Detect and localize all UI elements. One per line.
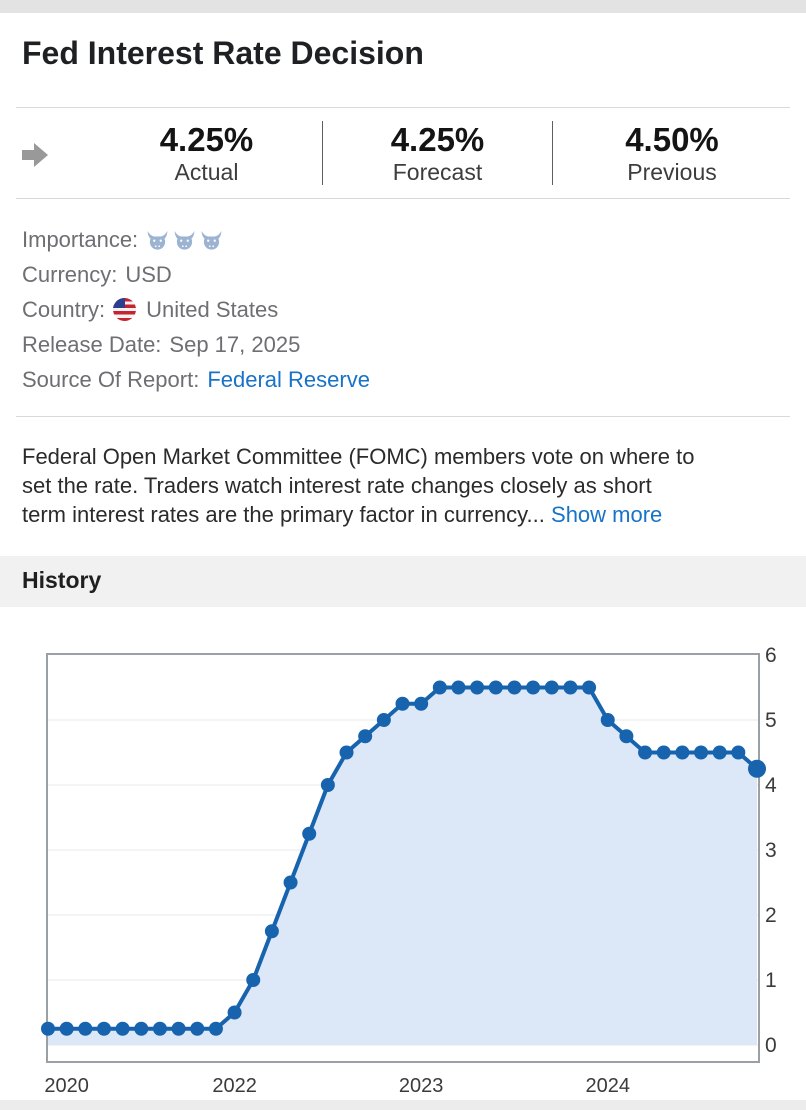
meta-row-country: Country: United States <box>22 292 806 327</box>
data-point-marker[interactable] <box>376 713 391 727</box>
data-point-marker[interactable] <box>432 680 447 695</box>
currency-value: USD <box>125 261 172 287</box>
area-fill <box>48 687 757 1045</box>
meta-row-currency: Currency: USD <box>22 257 806 292</box>
page-title: Fed Interest Rate Decision <box>22 35 424 71</box>
importance-icons <box>146 230 223 251</box>
values-row: 4.25% Actual 4.25% Forecast 4.50% Previo… <box>0 108 806 198</box>
previous-value: 4.50% <box>625 121 719 158</box>
country-value: United States <box>146 296 279 322</box>
data-point-marker[interactable] <box>115 1021 130 1036</box>
data-point-marker[interactable] <box>731 745 746 760</box>
data-point-marker[interactable] <box>78 1021 93 1036</box>
description-line: term interest rates are the primary fact… <box>22 502 545 527</box>
meta-row-importance: Importance: <box>22 222 806 257</box>
source-link[interactable]: Federal Reserve <box>207 366 370 392</box>
data-point-marker[interactable] <box>451 680 466 695</box>
neutral-direction-arrow-icon <box>22 143 48 167</box>
event-description: Federal Open Market Committee (FOMC) mem… <box>22 442 784 529</box>
data-point-marker[interactable] <box>339 745 354 760</box>
bottom-strip <box>0 1100 806 1110</box>
divider <box>16 198 790 199</box>
data-point-marker[interactable] <box>320 778 335 792</box>
data-point-marker[interactable] <box>302 826 317 841</box>
currency-label: Currency: <box>22 261 118 287</box>
y-axis-tick-label: 1 <box>765 969 777 992</box>
history-title: History <box>22 567 102 593</box>
description-line: Federal Open Market Committee (FOMC) mem… <box>22 444 695 469</box>
source-label: Source Of Report: <box>22 366 200 392</box>
data-point-marker[interactable] <box>638 745 653 760</box>
actual-value: 4.25% <box>159 121 254 158</box>
previous-label: Previous <box>627 159 717 185</box>
show-more-link[interactable]: Show more <box>551 502 663 527</box>
x-axis-tick-label: 2020 <box>44 1075 89 1097</box>
divider <box>16 107 790 108</box>
data-point-marker[interactable] <box>563 680 578 695</box>
data-point-marker[interactable] <box>582 680 597 695</box>
data-point-marker[interactable] <box>488 680 503 695</box>
event-metadata: Importance: Currency: USD Country: Unite… <box>0 199 806 416</box>
data-point-marker[interactable] <box>134 1021 149 1036</box>
country-label: Country: <box>22 296 106 322</box>
data-point-marker[interactable] <box>507 680 522 695</box>
meta-row-release-date: Release Date: Sep 17, 2025 <box>22 327 806 362</box>
meta-row-source: Source Of Report: Federal Reserve <box>22 362 806 397</box>
data-point-marker[interactable] <box>619 729 634 744</box>
bull-icon <box>174 230 195 250</box>
divider <box>16 416 790 417</box>
history-section-header: History <box>0 556 806 607</box>
data-point-marker[interactable] <box>656 745 671 760</box>
data-point-marker[interactable] <box>675 745 690 760</box>
forecast-value-block: 4.25% Forecast <box>322 121 553 185</box>
plot-border <box>46 653 760 1063</box>
y-axis-tick-label: 2 <box>765 904 777 927</box>
actual-value-block: 4.25% Actual <box>91 121 322 185</box>
actual-label: Actual <box>174 159 239 185</box>
x-axis-tick-label: 2023 <box>399 1075 444 1097</box>
data-point-marker[interactable] <box>171 1021 186 1036</box>
data-point-marker[interactable] <box>712 745 727 760</box>
previous-value-block: 4.50% Previous <box>554 121 790 185</box>
data-point-marker[interactable] <box>246 973 261 987</box>
y-axis-tick-label: 3 <box>765 839 777 862</box>
description-line: set the rate. Traders watch interest rat… <box>22 473 652 498</box>
data-point-marker[interactable] <box>414 696 429 711</box>
x-axis-tick-label: 2024 <box>585 1075 630 1097</box>
data-point-marker[interactable] <box>96 1021 111 1036</box>
y-axis-tick-label: 0 <box>765 1034 777 1057</box>
data-point-marker[interactable] <box>600 713 615 727</box>
bull-icon <box>147 230 168 250</box>
data-point-marker[interactable] <box>470 680 485 695</box>
us-flag-icon <box>113 298 137 321</box>
data-point-marker[interactable] <box>358 729 373 744</box>
data-point-marker[interactable] <box>59 1021 74 1036</box>
data-point-marker[interactable] <box>190 1021 205 1036</box>
importance-label: Importance: <box>22 226 139 252</box>
data-point-marker[interactable] <box>748 759 766 778</box>
top-strip <box>0 0 806 13</box>
y-axis-tick-label: 5 <box>765 709 777 732</box>
data-point-marker[interactable] <box>526 680 541 695</box>
data-point-marker[interactable] <box>264 924 279 939</box>
bull-icon <box>201 230 222 250</box>
release-date-value: Sep 17, 2025 <box>169 331 301 357</box>
data-point-marker[interactable] <box>208 1021 223 1036</box>
y-axis-tick-label: 4 <box>765 774 777 797</box>
data-point-marker[interactable] <box>227 1005 242 1020</box>
history-chart-section: 0 1 2 3 4 5 6 2020 2022 2023 2024 <box>0 607 806 1110</box>
x-axis-tick-label: 2022 <box>212 1075 257 1097</box>
release-date-label: Release Date: <box>22 331 162 357</box>
data-point-marker[interactable] <box>694 745 709 760</box>
history-chart-svg[interactable]: 0 1 2 3 4 5 6 2020 2022 2023 2024 <box>0 607 806 1110</box>
y-axis-tick-label: 6 <box>765 644 777 667</box>
forecast-value: 4.25% <box>390 121 485 158</box>
data-point-marker[interactable] <box>41 1021 55 1036</box>
data-point-marker[interactable] <box>544 680 559 695</box>
data-point-marker[interactable] <box>395 696 410 711</box>
data-point-marker[interactable] <box>283 875 298 890</box>
data-point-marker[interactable] <box>152 1021 167 1036</box>
description-line-wrap: term interest rates are the primary fact… <box>22 502 662 527</box>
forecast-label: Forecast <box>392 159 483 185</box>
